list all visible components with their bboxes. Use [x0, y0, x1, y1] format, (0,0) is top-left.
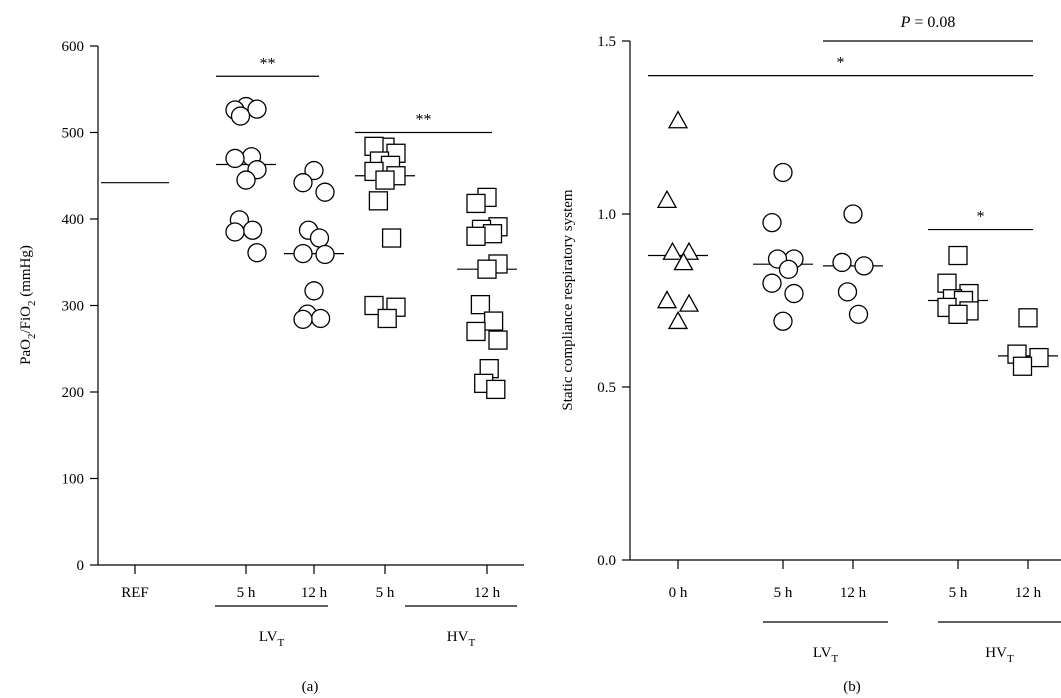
- b-data-point-triangle: [673, 252, 694, 271]
- b-data-point-triangle: [662, 241, 683, 260]
- b-y-tick-label: 0.0: [597, 553, 616, 569]
- b-data-point-square: [948, 304, 968, 324]
- b-data-point-circle: [762, 273, 782, 293]
- b-data-point-circle: [784, 283, 804, 304]
- a-x-tick-label: 5 h: [237, 585, 256, 601]
- a-significance-label: **: [416, 112, 432, 129]
- b-data-point-square: [1012, 356, 1033, 376]
- b-data-point-triangle: [667, 110, 689, 129]
- a-data-point-circle: [247, 243, 267, 263]
- a-data-point-circle: [225, 148, 245, 169]
- a-data-point-square: [482, 224, 503, 244]
- a-panel-label: (a): [302, 679, 319, 695]
- a-data-point-circle: [230, 106, 251, 126]
- a-data-point-square: [483, 311, 504, 331]
- a-y-tick-label: 100: [62, 472, 85, 488]
- b-x-tick-label: 5 h: [949, 585, 968, 601]
- a-group-label: LVT: [259, 629, 285, 649]
- a-data-point-circle: [242, 220, 263, 240]
- a-data-point-circle: [236, 170, 256, 190]
- b-group-label: HVT: [985, 645, 1014, 665]
- a-data-point-circle: [304, 281, 324, 301]
- a-data-point-square: [477, 259, 497, 279]
- a-data-point-square: [466, 193, 486, 214]
- a-data-point-square: [486, 379, 506, 400]
- a-data-point-circle: [309, 228, 330, 248]
- a-data-point-circle: [293, 173, 313, 193]
- a-x-tick-label: 12 h: [301, 585, 328, 601]
- panel-a-chart: 0 100 200 300 400 500 600 REF 5 h 12 h 5 h 12 h LVT H…: [18, 39, 524, 695]
- a-y-tick-label: 200: [62, 385, 85, 401]
- a-data-point-square: [368, 191, 389, 211]
- b-significance-label: P = 0.08: [900, 14, 956, 31]
- a-data-point-square: [488, 330, 508, 350]
- b-data-point-circle: [837, 282, 858, 302]
- b-y-tick-label: 1.5: [597, 34, 616, 50]
- a-data-point-circle: [310, 308, 331, 329]
- b-data-point-triangle: [656, 189, 678, 209]
- a-data-point-circle: [247, 99, 267, 119]
- b-data-point-circle: [762, 212, 782, 233]
- b-data-point-circle: [832, 252, 852, 273]
- a-y-tick-label: 400: [62, 212, 85, 228]
- a-group-label: HVT: [447, 629, 476, 649]
- b-data-point-triangle: [678, 293, 700, 312]
- b-y-axis-label: Static compliance respiratory system: [560, 189, 576, 411]
- a-data-point-circle: [293, 243, 313, 264]
- a-data-point-circle: [304, 160, 324, 181]
- b-data-point-square: [948, 245, 968, 266]
- a-x-tick-label: REF: [121, 585, 149, 601]
- b-significance-label: *: [837, 55, 845, 72]
- a-data-point-square: [470, 294, 491, 315]
- a-y-axis-label: PaO2/FiO2 (mmHg): [18, 245, 38, 365]
- b-data-point-circle: [773, 311, 793, 331]
- b-data-point-circle: [854, 256, 874, 276]
- b-panel-label: (b): [843, 679, 861, 695]
- b-x-tick-label: 5 h: [774, 585, 793, 601]
- a-data-point-circle: [315, 244, 335, 265]
- a-y-tick-label: 300: [62, 299, 85, 315]
- b-data-point-circle: [848, 304, 869, 324]
- b-data-point-triangle: [656, 290, 678, 309]
- b-x-tick-label: 12 h: [1015, 585, 1042, 601]
- a-y-tick-label: 0: [77, 558, 85, 574]
- b-group-label: LVT: [813, 645, 839, 665]
- a-data-point-circle: [315, 182, 335, 202]
- a-data-point-square: [375, 170, 395, 190]
- a-y-tick-label: 600: [62, 39, 85, 55]
- b-y-tick-label: 1.0: [597, 207, 616, 223]
- a-x-tick-label: 5 h: [376, 585, 395, 601]
- a-data-point-square: [377, 308, 397, 329]
- a-significance-label: **: [260, 55, 276, 72]
- b-data-point-circle: [778, 259, 799, 280]
- a-x-tick-label: 12 h: [474, 585, 501, 601]
- b-data-point-square: [1029, 347, 1049, 368]
- b-data-point-circle: [773, 162, 793, 183]
- b-y-tick-label: 0.5: [597, 380, 616, 396]
- a-data-point-square: [466, 226, 486, 246]
- b-x-tick-label: 12 h: [840, 585, 867, 601]
- a-data-point-square: [466, 321, 486, 342]
- a-data-point-circle: [225, 222, 245, 242]
- b-data-point-triangle: [667, 310, 689, 330]
- b-data-point-square: [1018, 308, 1038, 328]
- a-data-point-circle: [293, 309, 313, 329]
- b-x-tick-label: 0 h: [669, 585, 688, 601]
- b-data-point-circle: [843, 204, 863, 224]
- b-significance-label: *: [977, 209, 985, 226]
- panel-b-chart: 0.0 0.5 1.0 1.5 0 h 5 h 12 h 5 h 12 h LVT HVT Stati…: [560, 14, 1061, 695]
- a-y-tick-label: 500: [62, 126, 85, 142]
- a-data-point-square: [381, 228, 402, 248]
